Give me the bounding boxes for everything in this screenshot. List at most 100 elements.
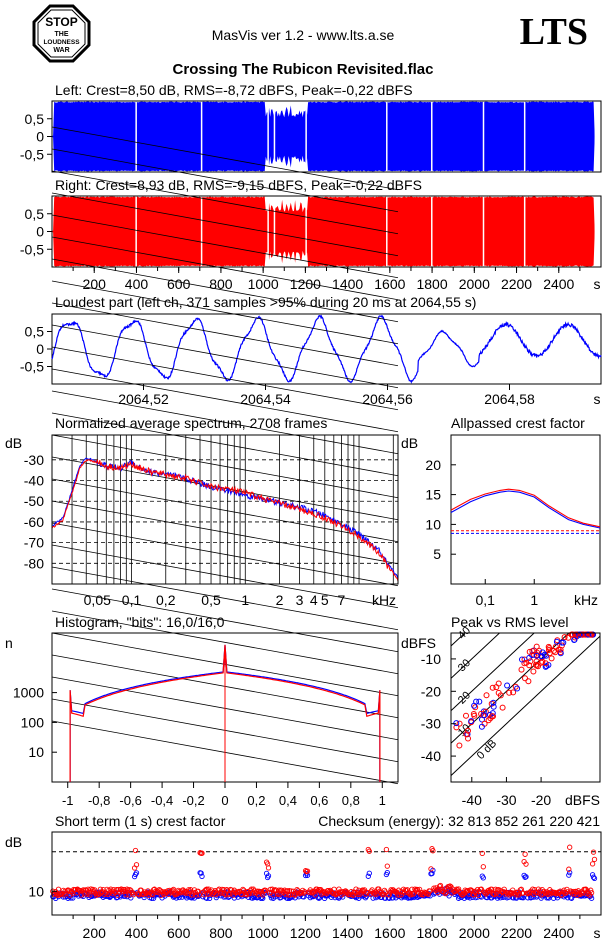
x-tick-label: -0,4: [151, 793, 173, 808]
x-tick-label: -1: [62, 793, 74, 808]
crest-diagonal-0: [451, 635, 600, 777]
peak-rms-point: [463, 712, 469, 719]
loudest-plot-frame: [51, 313, 602, 385]
short-term-title: Short term (1 s) crest factor: [55, 813, 226, 829]
short-term-right-point: [195, 888, 201, 894]
peak-rms-point: [533, 661, 539, 668]
short-term-right-point: [246, 891, 253, 897]
y-tick-label: -0,5: [20, 241, 44, 257]
peak-rms-point: [482, 708, 489, 715]
short-term-right-point: [446, 884, 452, 890]
x-unit-label: s: [594, 925, 601, 941]
stop-badge-line4: WAR: [53, 47, 69, 54]
spectrum-slope-line: [51, 390, 399, 455]
short-term-right-point: [263, 887, 269, 894]
x-tick-label: 0,2: [247, 793, 265, 808]
spectrum-slope-line: [51, 324, 399, 389]
y-tick-label: -50: [24, 493, 44, 509]
waveform-gap-0: [135, 196, 137, 267]
short-term-right-point: [566, 866, 572, 872]
waveform-gap-1: [200, 101, 203, 172]
peak-rms-point: [488, 713, 495, 720]
short-term-right-point: [149, 891, 155, 897]
histogram-y-axis: 1000 100 10: [13, 685, 57, 760]
waveform-gap-5: [386, 101, 388, 172]
histogram-x-axis: -1 -0,8 -0,6 -0,4 -0,2 0 0,2 0,4 0,6 0,8 1: [62, 782, 386, 808]
x-tick-label: 2200: [501, 276, 532, 292]
x-tick-label: 2064,54: [240, 391, 291, 407]
short-term-right-point: [428, 866, 434, 872]
allpass-plot-frame: [450, 434, 601, 585]
peak-rms-point: [553, 638, 560, 645]
y-tick-label: 5: [433, 546, 441, 562]
y-tick-label: -0,5: [20, 359, 44, 375]
short-term-right-point: [442, 890, 448, 897]
short-term-right-point: [584, 891, 590, 897]
x-tick-label: 0,8: [342, 793, 360, 808]
peak-rms-point: [518, 666, 525, 673]
peak-rms-point: [542, 660, 549, 667]
short-term-right-point: [522, 851, 528, 857]
histogram-ylabel: n: [5, 635, 13, 651]
short-term-right-point: [113, 887, 120, 893]
peak-rms-point: [585, 631, 592, 638]
x-tick-label: 1600: [374, 925, 405, 941]
diagonal-label: 0 dB: [475, 738, 499, 762]
y-tick-label: 0,5: [25, 111, 45, 127]
app-title: MasVis ver 1.2 - www.lts.a.se: [212, 27, 395, 43]
y-tick-label: 100: [21, 714, 45, 730]
waveform-gap-8: [523, 101, 526, 172]
spectrum-slope-line: [51, 170, 399, 235]
peak-rms-point: [560, 639, 567, 646]
short-term-y-axis: 10: [28, 883, 57, 899]
x-tick-label: 2064,52: [118, 391, 169, 407]
right-waveform: [52, 196, 601, 267]
short-term-left-point: [480, 875, 486, 881]
x-tick-label: 0,4: [279, 793, 297, 808]
short-term-left-point: [590, 874, 597, 880]
x-tick-label: 0,6: [310, 793, 328, 808]
short-term-left-point: [255, 894, 261, 901]
right-channel-title: Right: Crest=8,93 dB, RMS=-9,15 dBFS, Pe…: [55, 177, 422, 193]
allpass-left-curve: [450, 490, 601, 529]
short-term-x-axis: 200 400 600 800 1000 1200 1400 1600 1800 2000 2200…: [72, 915, 601, 941]
peak-rms-point: [533, 652, 540, 659]
short-term-right-point: [312, 892, 318, 898]
short-term-right-point: [430, 848, 436, 854]
peak-rms-point: [546, 645, 553, 652]
spectrum-slope-line: [51, 478, 399, 543]
short-term-right-point: [133, 862, 140, 868]
peak-rms-point: [493, 684, 500, 691]
short-term-right-point: [347, 891, 353, 898]
x-tick-label: 200: [83, 925, 107, 941]
spectrum-slope-line: [51, 566, 399, 631]
short-term-right-point: [359, 887, 366, 893]
peak-rms-point: [478, 723, 485, 730]
waveform-gap-2: [267, 101, 269, 172]
short-term-right-point: [478, 886, 485, 892]
peak-rms-point: [471, 712, 478, 719]
peak-rms-point: [576, 631, 583, 638]
y-tick-label: -40: [421, 748, 441, 764]
x-tick-label: 800: [209, 925, 233, 941]
waveform-gap-0: [135, 101, 137, 172]
peak-rms-point: [490, 699, 497, 706]
peak-rms-point: [526, 648, 533, 655]
y-tick-label: -0,5: [20, 146, 44, 162]
peak-rms-point: [471, 702, 478, 709]
short-term-right-point: [288, 888, 294, 894]
y-tick-label: -30: [421, 716, 441, 732]
short-term-right-point: [265, 865, 272, 871]
y-tick-label: 20: [425, 457, 441, 473]
short-term-scatter: [50, 844, 601, 902]
short-term-right-point: [55, 886, 62, 892]
allpass-y-axis: 20 15 10 5: [425, 457, 456, 562]
left-plot-frame: [51, 100, 602, 173]
short-term-right-point: [254, 888, 260, 894]
x-tick-label: 7: [338, 592, 346, 608]
x-tick-label: 800: [209, 276, 233, 292]
short-term-left-point: [384, 869, 390, 876]
short-term-right-point: [186, 887, 192, 893]
waveform-envelope: [52, 196, 595, 267]
spectrum-slope-line: [51, 588, 399, 653]
